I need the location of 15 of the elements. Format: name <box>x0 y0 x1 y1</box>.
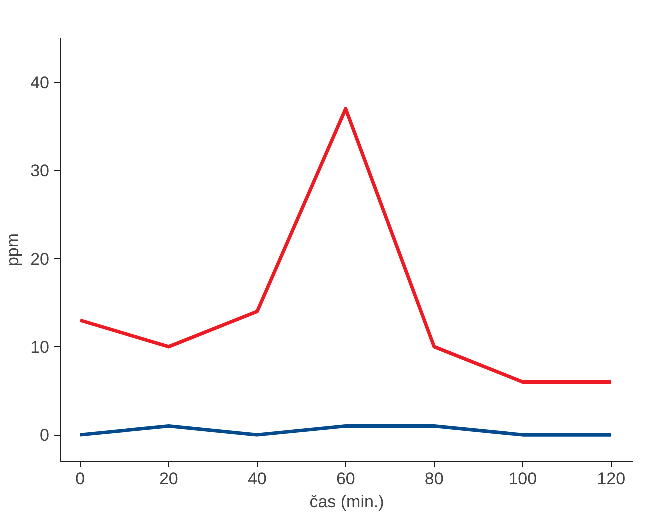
x-tick-label: 80 <box>424 470 444 488</box>
y-tick-label: 40 <box>30 74 50 93</box>
line-series <box>78 107 614 384</box>
x-tick-label: 20 <box>159 470 178 488</box>
y-axis-title: ppm <box>4 233 23 267</box>
x-axis-title: čas (min.) <box>310 492 384 512</box>
x-tick-label: 120 <box>597 470 626 488</box>
x-tick-label: 60 <box>336 470 356 488</box>
x-tick-label: 100 <box>508 470 538 488</box>
y-tick-label: 0 <box>40 426 50 446</box>
x-tick-label: 0 <box>76 470 86 488</box>
y-tick-label: 10 <box>30 338 50 357</box>
y-tick-label: 20 <box>30 250 50 269</box>
y-tick-label: 30 <box>30 162 50 181</box>
x-tick-label: 40 <box>248 470 267 488</box>
